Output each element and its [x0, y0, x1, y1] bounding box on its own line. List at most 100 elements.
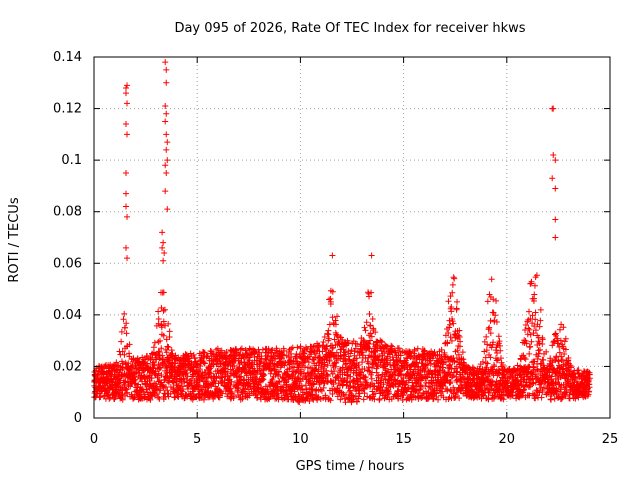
data-point [121, 310, 128, 317]
data-point [164, 139, 171, 146]
data-point [97, 393, 104, 400]
data-point [124, 255, 131, 262]
data-point [329, 252, 336, 259]
data-point [303, 374, 310, 381]
data-point [583, 374, 590, 381]
data-point [445, 329, 452, 336]
data-point [517, 370, 524, 377]
data-point [483, 333, 490, 340]
data-point [575, 367, 582, 374]
data-point [157, 387, 164, 394]
data-point [371, 348, 378, 355]
data-point [411, 346, 418, 353]
data-point [447, 293, 454, 300]
data-point [329, 391, 336, 398]
data-point [95, 370, 102, 377]
data-point [209, 350, 216, 357]
data-point [212, 383, 219, 390]
data-point [158, 371, 165, 378]
data-point [276, 378, 283, 385]
data-point [161, 249, 168, 256]
data-point [572, 374, 579, 381]
data-point [128, 363, 135, 370]
data-point [302, 358, 309, 365]
data-point [321, 361, 328, 368]
data-point [531, 323, 538, 330]
data-point [556, 326, 563, 333]
data-point [329, 314, 336, 321]
data-point [124, 82, 131, 89]
axis-ticks [93, 56, 611, 419]
data-point [552, 387, 559, 394]
data-point [397, 352, 404, 359]
data-point [526, 350, 533, 357]
x-tick-label: 0 [90, 432, 98, 447]
data-point [162, 162, 169, 169]
data-point [424, 362, 431, 369]
data-point [484, 298, 491, 305]
data-point [557, 389, 564, 396]
y-tick-label: 0.08 [53, 205, 82, 220]
data-point [150, 359, 157, 366]
data-point [218, 347, 225, 354]
data-point [530, 366, 537, 373]
data-point [534, 366, 541, 373]
data-point [183, 370, 190, 377]
data-point [160, 318, 167, 325]
data-point [312, 387, 319, 394]
data-point [201, 396, 208, 403]
data-point [113, 359, 120, 366]
data-point [539, 336, 546, 343]
data-point [521, 354, 528, 361]
data-point [161, 306, 168, 313]
data-point [557, 337, 564, 344]
data-point [530, 298, 537, 305]
data-point [483, 384, 490, 391]
data-point [132, 380, 139, 387]
plot-frame [93, 56, 611, 419]
data-point [522, 337, 529, 344]
data-point [552, 185, 559, 192]
data-point [165, 344, 172, 351]
data-point [555, 340, 562, 347]
data-point [411, 362, 418, 369]
data-point [567, 362, 574, 369]
data-point [497, 347, 504, 354]
data-point [160, 257, 167, 264]
data-point [552, 234, 559, 241]
data-point [549, 175, 556, 182]
data-point [355, 361, 362, 368]
data-point [164, 343, 171, 350]
data-point [371, 396, 378, 403]
data-point [448, 337, 455, 344]
data-point [252, 391, 259, 398]
data-point [554, 335, 561, 342]
data-point [162, 188, 169, 195]
y-axis-label: ROTI / TECUs [7, 197, 22, 282]
data-point [124, 100, 131, 107]
data-point [537, 306, 544, 313]
data-point [140, 388, 147, 395]
data-point [219, 390, 226, 397]
data-point [279, 351, 286, 358]
data-point [281, 362, 288, 369]
data-point [268, 347, 275, 354]
data-point [339, 364, 346, 371]
data-point [383, 359, 390, 366]
data-point [333, 349, 340, 356]
data-point [112, 394, 119, 401]
data-point [155, 308, 162, 315]
data-point [552, 357, 559, 364]
data-point [492, 347, 499, 354]
data-point [548, 373, 555, 380]
data-point [160, 332, 167, 339]
data-point [196, 376, 203, 383]
data-point [311, 354, 318, 361]
data-point [526, 326, 533, 333]
data-point [367, 330, 374, 337]
data-point [559, 366, 566, 373]
data-point [178, 379, 185, 386]
data-point [310, 343, 317, 350]
data-point [160, 239, 167, 246]
data-point [367, 337, 374, 344]
